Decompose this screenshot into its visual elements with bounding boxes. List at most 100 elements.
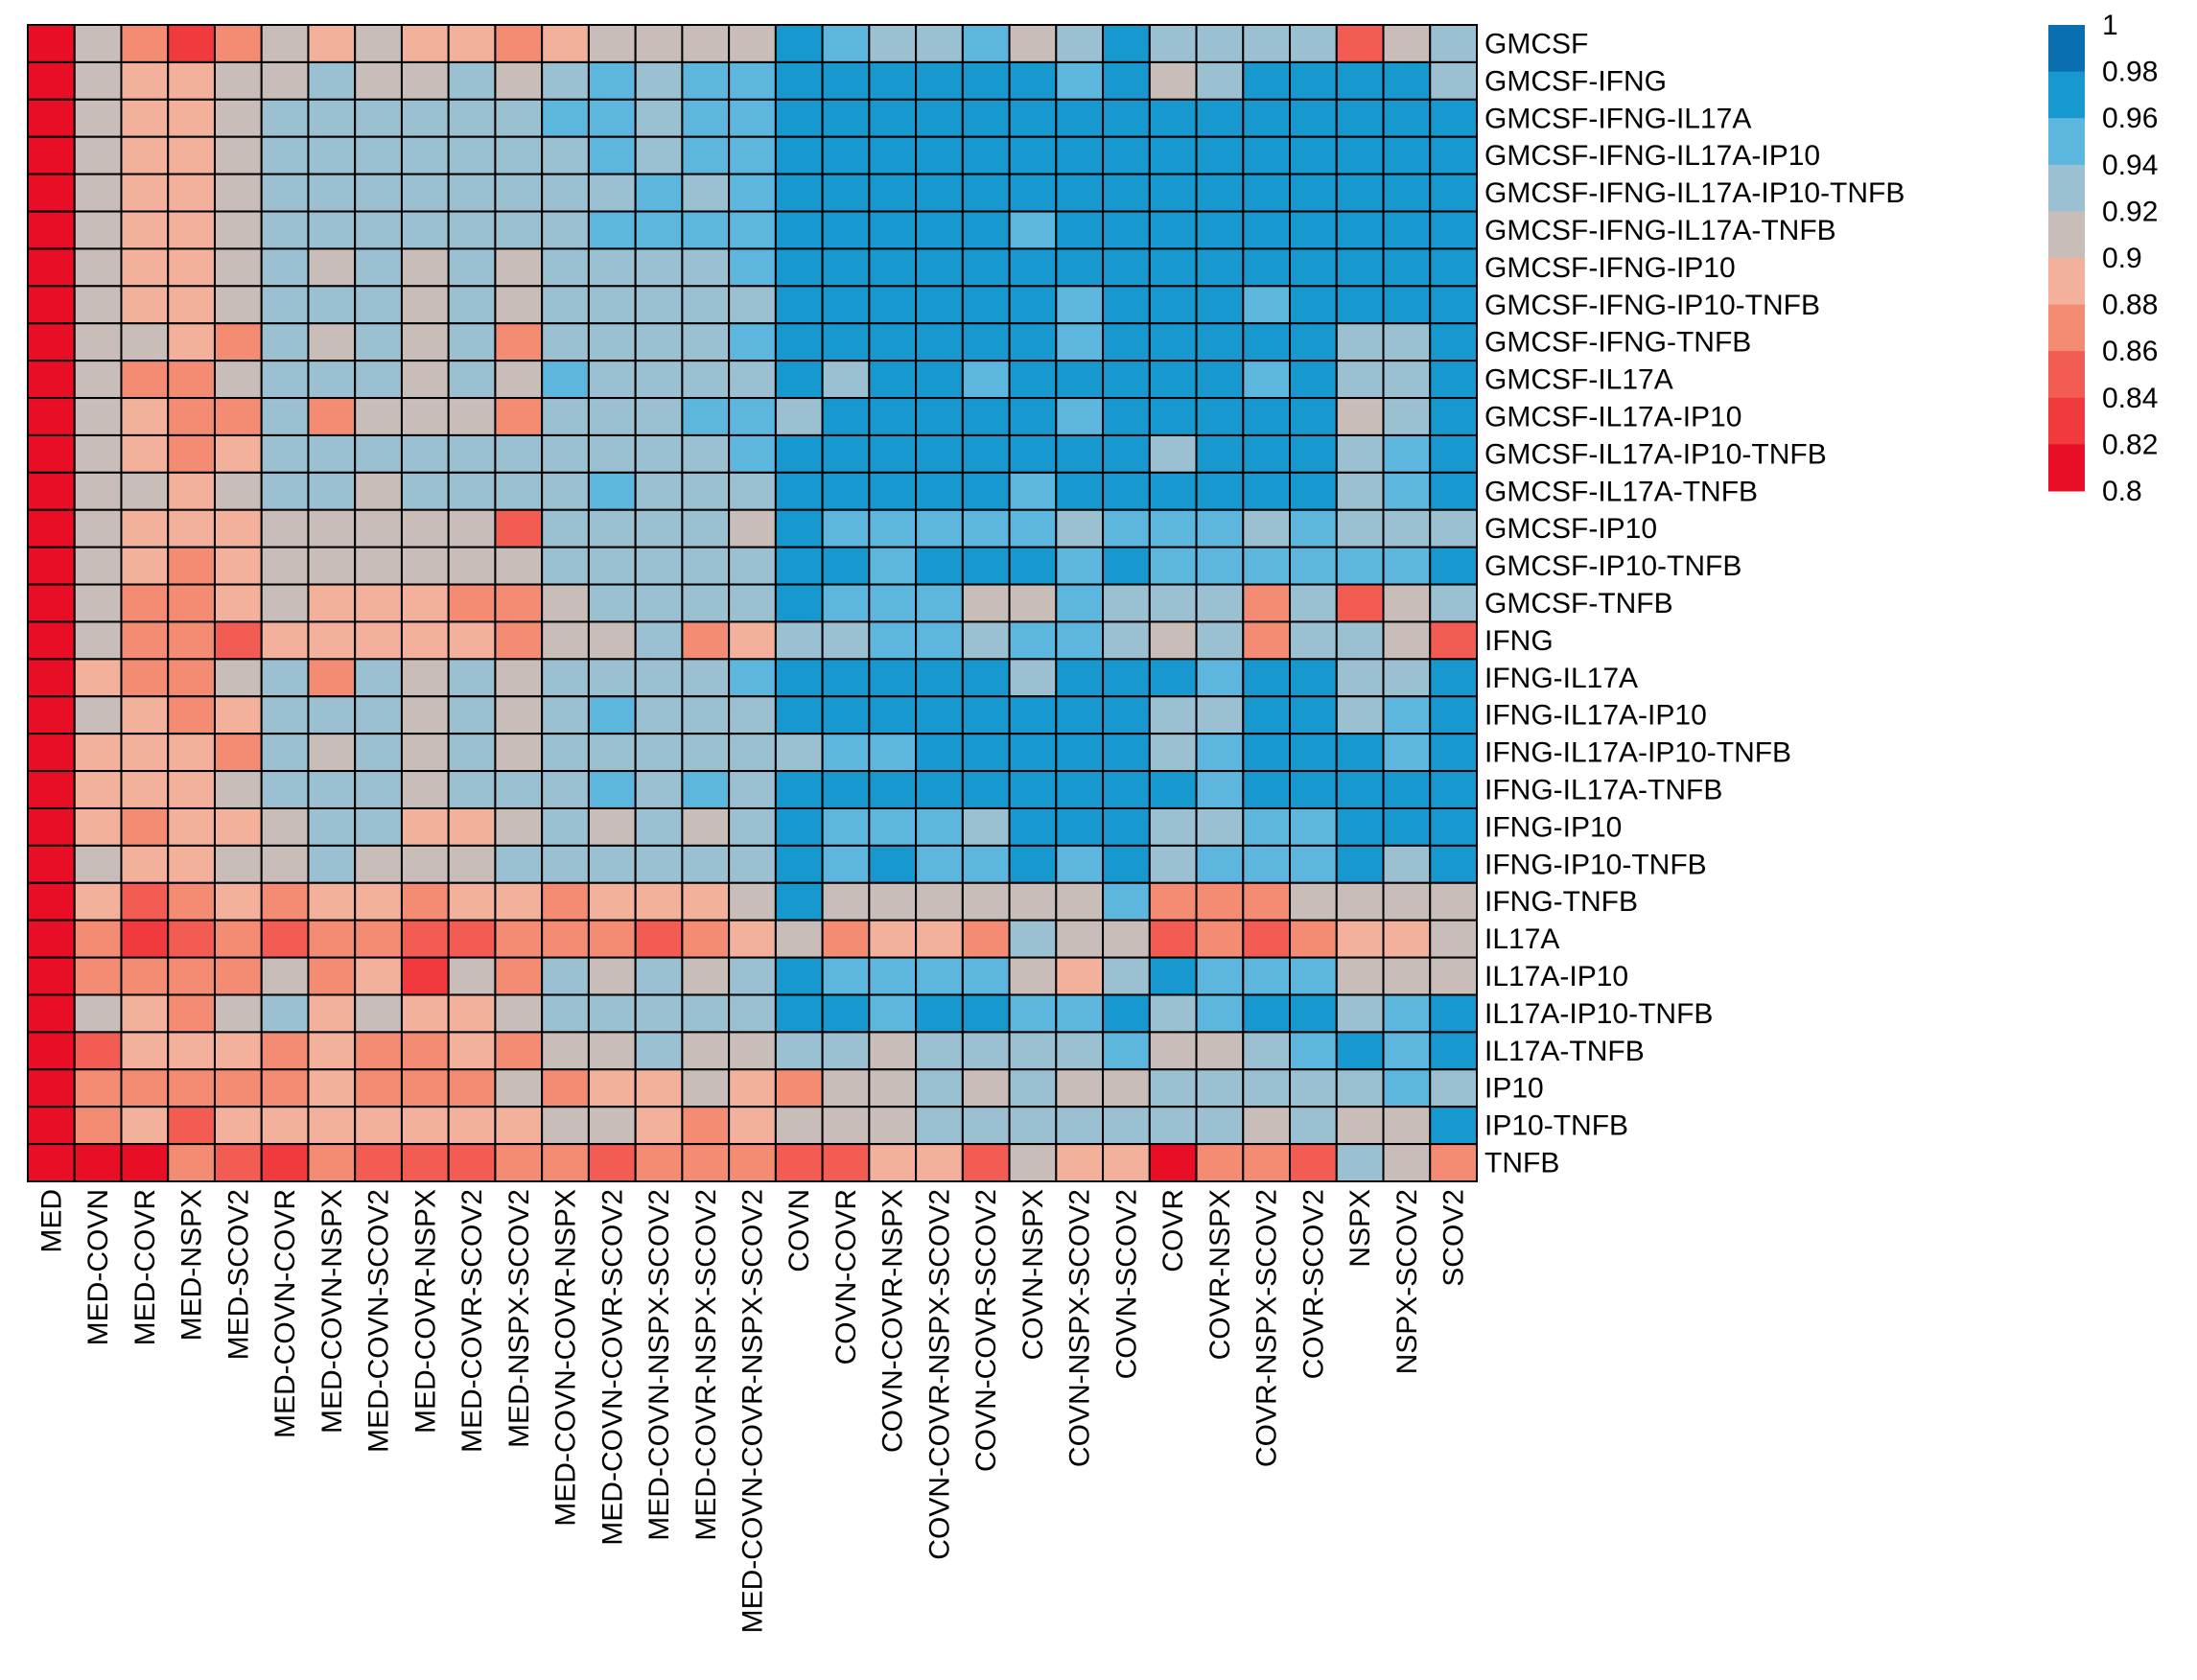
heatmap-cell-il17a-tnfb--med-covn-covr-nspx-scov2 (728, 1031, 777, 1071)
column-label-covr-nspx-scov2: COVR-NSPX-SCOV2 (1251, 1189, 1283, 1467)
heatmap-cell-ifng-ip10-tnfb--med-covn-scov2 (354, 844, 403, 884)
heatmap-cell-ifng--covn-covr (821, 620, 871, 661)
heatmap-cell-ifng-il17a-ip10--covr (1148, 695, 1198, 735)
heatmap-cell-gmcsf-ifng-il17a-tnfb--covr-scov2 (1289, 210, 1338, 250)
heatmap-cell-gmcsf--med-scov2 (213, 24, 263, 63)
heatmap-cell-il17a-tnfb--covn-covr-nspx-scov2 (915, 1031, 964, 1071)
heatmap-cell-il17a--med-covn-covr (260, 919, 310, 959)
heatmap-cell-gmcsf-il17a-ip10-tnfb--covr (1148, 433, 1198, 474)
heatmap-cell-gmcsf-ip10--med-covn-covr (260, 508, 310, 548)
heatmap-cell-gmcsf-il17a-ip10-tnfb--med-covn-covr-scov2 (587, 433, 637, 474)
heatmap-cell-gmcsf-ifng-il17a-tnfb--med-covn-nspx-scov2 (634, 210, 684, 250)
heatmap-cell-gmcsf-ifng-il17a--med-covr-nspx (400, 98, 450, 138)
heatmap-cell-gmcsf-il17a-tnfb--covr-nspx (1195, 471, 1245, 511)
column-labels: MED MED-COVN MED-COVR MED-NSPX MED-SCOV2 MED-… (35, 1189, 1469, 1633)
heatmap-cell-gmcsf-ifng-il17a-ip10--covn-covr (821, 135, 871, 175)
heatmap-cell-tnfb--covr-scov2 (1289, 1143, 1338, 1182)
heatmap-cell-gmcsf-ifng-ip10--med-scov2 (213, 247, 263, 288)
heatmap-cell-gmcsf-ifng-il17a-ip10-tnfb--covn-covr-nspx-scov2 (915, 173, 964, 213)
heatmap-cell-ip10-tnfb--covn-nspx-scov2 (1055, 1106, 1105, 1146)
heatmap-cell-gmcsf-ifng-il17a-ip10-tnfb--med-covn (73, 173, 123, 213)
legend-tick-label: 0.92 (2102, 196, 2158, 227)
heatmap-cell-gmcsf-ip10--covn (774, 508, 824, 548)
heatmap-cell-gmcsf-ip10-tnfb--scov2 (1429, 546, 1479, 586)
heatmap-cell-gmcsf-ifng-il17a-ip10--med-covn-scov2 (354, 135, 403, 175)
heatmap-cell-gmcsf-ifng-il17a-tnfb--covn (774, 210, 824, 250)
heatmap-cell-ifng-il17a-ip10-tnfb--covr-nspx (1195, 733, 1245, 773)
heatmap-cell-gmcsf-ifng-il17a-tnfb--med-covn-scov2 (354, 210, 403, 250)
heatmap-cell-gmcsf-ifng-tnfb--med-covn-scov2 (354, 322, 403, 362)
heatmap-cell-il17a-tnfb--med-covr (120, 1031, 170, 1071)
heatmap-cell-gmcsf-il17a--covn-nspx-scov2 (1055, 360, 1105, 400)
heatmap-cell-il17a--med-covn (73, 919, 123, 959)
heatmap-cell-ip10--med-nspx (167, 1068, 216, 1108)
heatmap-cell-gmcsf-il17a-ip10-tnfb--med-covr-scov2 (447, 433, 497, 474)
heatmap-cell-gmcsf-ip10--covr-scov2 (1289, 508, 1338, 548)
heatmap-cell-ifng-tnfb--med-covn-covr (260, 881, 310, 922)
heatmap-cell-gmcsf-ip10-tnfb--med-covn-covr (260, 546, 310, 586)
heatmap-cell-gmcsf-ifng-il17a-ip10--nspx (1335, 135, 1385, 175)
heatmap-cell-ifng-il17a-tnfb--covn (774, 770, 824, 809)
heatmap-cell-ifng--med-covn (73, 620, 123, 661)
heatmap-cell-gmcsf-il17a-ip10--covn-covr-nspx-scov2 (915, 397, 964, 436)
heatmap-cell-il17a-ip10-tnfb--med-covr-scov2 (447, 993, 497, 1034)
heatmap-cell-ifng--med-covr-nspx (400, 620, 450, 661)
column-label-med-covn-nspx: MED-COVN-NSPX (316, 1189, 348, 1434)
heatmap-cell-gmcsf-ifng-tnfb--med-covn (73, 322, 123, 362)
heatmap-cell-gmcsf-il17a-ip10-tnfb--med-covn-covr-nspx-scov2 (728, 433, 777, 474)
heatmap-cell-gmcsf-ifng-il17a--med-covn-scov2 (354, 98, 403, 138)
heatmap-cell-gmcsf-ifng-il17a-ip10-tnfb--covn (774, 173, 824, 213)
heatmap-cell-gmcsf-ifng-il17a--med-scov2 (213, 98, 263, 138)
heatmap-cell-gmcsf-ifng-ip10--scov2 (1429, 247, 1479, 288)
heatmap-cell-gmcsf-il17a-ip10--med-covr-nspx (400, 397, 450, 436)
heatmap-cell-gmcsf-il17a-ip10--nspx (1335, 397, 1385, 436)
heatmap-cell-il17a--covn-covr-scov2 (961, 919, 1011, 959)
heatmap-cell-ifng-il17a-ip10--covn-covr (821, 695, 871, 735)
heatmap-cell-il17a-ip10-tnfb--covn-covr-nspx (868, 993, 918, 1034)
heatmap-cell-gmcsf-il17a-ip10-tnfb--covn-covr-scov2 (961, 433, 1011, 474)
heatmap-cell-gmcsf-ifng--covn-covr (821, 60, 871, 101)
heatmap-cell-gmcsf-ifng-il17a-ip10--med-covn-nspx-scov2 (634, 135, 684, 175)
heatmap-cell-ifng-il17a-ip10--covr-nspx-scov2 (1242, 695, 1292, 735)
heatmap-cell-il17a-ip10--med-covn (73, 956, 123, 996)
heatmap-cell-il17a-ip10-tnfb--med-covn-nspx (307, 993, 357, 1034)
heatmap-cell-gmcsf-ifng-il17a-ip10-tnfb--med-covn-covr-scov2 (587, 173, 637, 213)
column-label-med-covn-covr: MED-COVN-COVR (269, 1189, 301, 1438)
heatmap-cell-gmcsf-ifng-il17a-ip10--covn-scov2 (1102, 135, 1151, 175)
heatmap-cell-gmcsf-il17a-ip10--covn (774, 397, 824, 436)
heatmap-cell-gmcsf-ifng-ip10-tnfb--med-covr-nspx (400, 285, 450, 325)
heatmap-cell-il17a-ip10--med-covn-scov2 (354, 956, 403, 996)
heatmap-cell-gmcsf-ifng-ip10-tnfb--med-covn-covr-nspx (541, 285, 590, 325)
heatmap-cell-ifng-il17a-tnfb--med-covn (73, 770, 123, 809)
heatmap-cell-gmcsf-il17a--nspx-scov2 (1382, 360, 1432, 400)
heatmap-cell-gmcsf-ifng-il17a-ip10-tnfb--med-covn-nspx (307, 173, 357, 213)
heatmap-cell-gmcsf-ifng-ip10--med (27, 247, 76, 288)
heatmap-cell-gmcsf-ifng-il17a--med-covn-covr (260, 98, 310, 138)
heatmap-cell-tnfb--covn (774, 1143, 824, 1182)
heatmap-cell-gmcsf-ifng-il17a--med (27, 98, 76, 138)
heatmap-cell-il17a-tnfb--med-covn-scov2 (354, 1031, 403, 1071)
heatmap-cell-gmcsf-ifng-il17a--nspx-scov2 (1382, 98, 1432, 138)
heatmap-cell-gmcsf-ifng-ip10--covn-covr-nspx (868, 247, 918, 288)
heatmap-cell-ifng-tnfb--nspx (1335, 881, 1385, 922)
heatmap-cell-gmcsf-il17a--med-nspx-scov2 (494, 360, 544, 400)
heatmap-cell-gmcsf-ifng-ip10-tnfb--med-scov2 (213, 285, 263, 325)
heatmap-cell-il17a-ip10--med-covn-covr-scov2 (587, 956, 637, 996)
heatmap-cell-gmcsf-tnfb--med-nspx-scov2 (494, 583, 544, 623)
heatmap-cell-gmcsf-ifng--covn (774, 60, 824, 101)
heatmap-cell-ifng-il17a-tnfb--covn-covr (821, 770, 871, 809)
heatmap-cell-gmcsf-ifng-il17a-ip10-tnfb--covn-nspx (1008, 173, 1058, 213)
heatmap-cell-gmcsf-tnfb--med-covr-nspx (400, 583, 450, 623)
heatmap-cell-ip10--covn-scov2 (1102, 1068, 1151, 1108)
column-label-covn-covr-nspx: COVN-COVR-NSPX (877, 1189, 909, 1453)
heatmap-cell-gmcsf-ifng-tnfb--covn-scov2 (1102, 322, 1151, 362)
heatmap-cell-tnfb--covn-covr (821, 1143, 871, 1182)
heatmap-cell-il17a-ip10-tnfb--med-covn-covr-nspx (541, 993, 590, 1034)
heatmap-cell-gmcsf-ifng--nspx (1335, 60, 1385, 101)
heatmap-cell-il17a-ip10-tnfb--covn (774, 993, 824, 1034)
heatmap-cell-gmcsf-ip10-tnfb--covn-covr-scov2 (961, 546, 1011, 586)
heatmap-cell-ifng-il17a-tnfb--med-covn-nspx (307, 770, 357, 809)
heatmap-cell-ifng-il17a--covn-nspx-scov2 (1055, 658, 1105, 698)
row-label-gmcsf-il17a-ip10: GMCSF-IL17A-IP10 (1484, 401, 1741, 432)
heatmap-cell-ifng-ip10-tnfb--covr-nspx-scov2 (1242, 844, 1292, 884)
